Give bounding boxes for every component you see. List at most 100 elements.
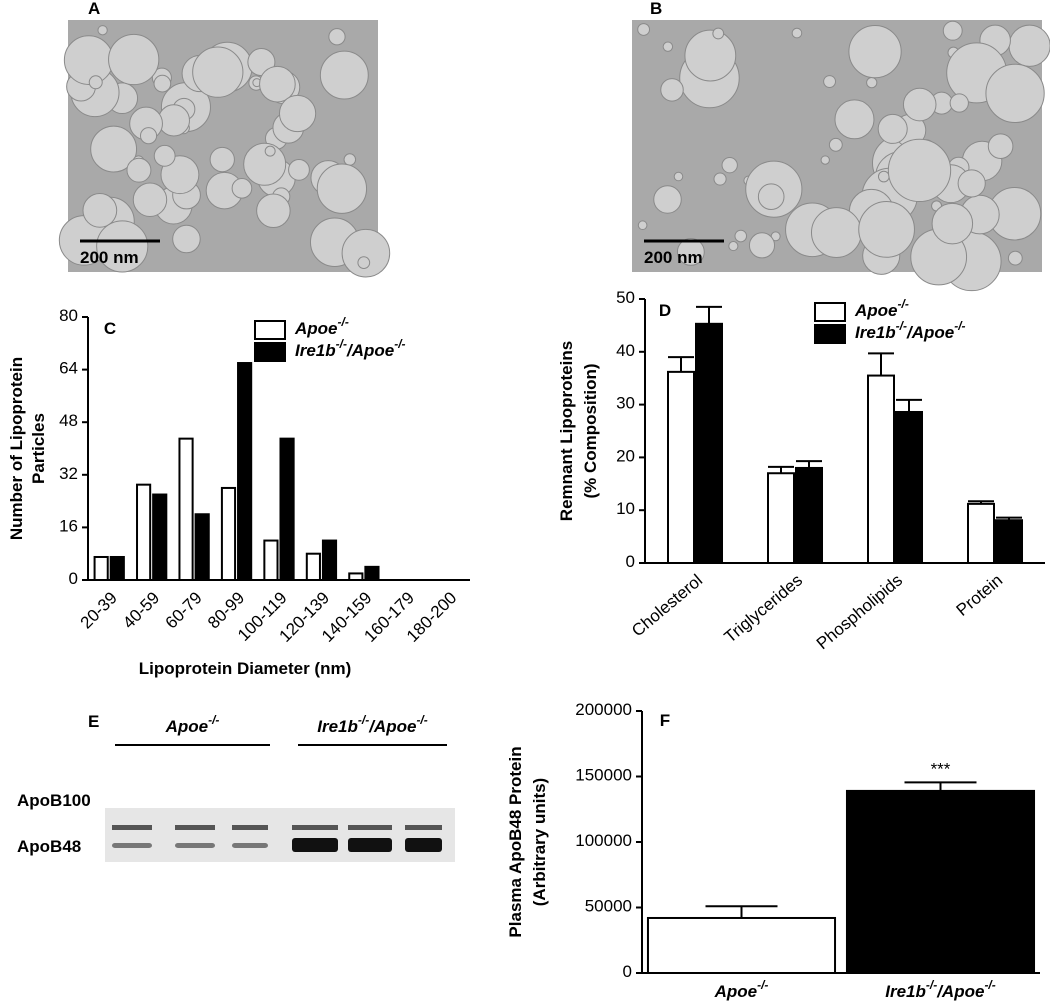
bar: [152, 493, 168, 581]
y-tick-label: 0: [626, 552, 635, 571]
particle: [942, 20, 963, 41]
particle: [828, 137, 843, 152]
y-tick-label: 16: [59, 517, 78, 536]
y-tick-label: 0: [623, 962, 632, 981]
y-tick-label: 10: [616, 500, 635, 519]
particle: [1008, 24, 1050, 67]
particle: [264, 145, 276, 157]
particle: [316, 163, 368, 214]
band: [232, 843, 268, 848]
particle: [748, 232, 776, 259]
bar: [867, 374, 895, 564]
bar: [237, 362, 253, 581]
legend-swatch: [814, 302, 846, 322]
particle: [676, 237, 705, 266]
bar: [364, 565, 380, 581]
particle: [673, 171, 684, 182]
scale-bar-label: 200 nm: [80, 248, 139, 267]
y-tick-label: 64: [59, 359, 78, 378]
legend-label: Apoe-/-​: [854, 297, 909, 320]
particle: [820, 155, 830, 165]
particle: [791, 27, 803, 39]
particle: [328, 28, 346, 46]
y-tick-label: 50: [616, 288, 635, 307]
band: [405, 838, 442, 852]
particle: [858, 201, 915, 258]
particle: [713, 172, 727, 186]
x-axis-label: Lipoprotein Diameter (nm): [139, 659, 352, 678]
bar: [109, 555, 125, 581]
particle: [653, 185, 682, 214]
bar: [646, 916, 837, 974]
bar: [263, 539, 279, 581]
y-tick-label: 40: [616, 341, 635, 360]
scale-bar-label: 200 nm: [644, 248, 703, 267]
y-axis-label: (% Composition): [581, 363, 600, 498]
particle: [126, 157, 152, 183]
y-axis-label: Number of Lipoprotein: [7, 357, 26, 540]
particle: [341, 228, 391, 278]
x-tick-label: Ire1b-/-​/Apoe-/-​: [885, 978, 996, 1001]
particle: [256, 193, 291, 229]
particle: [278, 94, 317, 133]
blot-image: [105, 808, 455, 862]
legend-label: Ire1b-/-​/Apoe-/-​: [295, 337, 406, 360]
particle: [231, 178, 253, 199]
band: [232, 825, 268, 830]
y-tick-label: 200000: [575, 700, 632, 719]
particle: [132, 182, 168, 217]
particle: [902, 87, 937, 122]
panel-label: D: [659, 301, 671, 320]
group-label: Apoe-/-​: [165, 713, 220, 736]
bar: [321, 539, 338, 581]
particle: [90, 125, 138, 173]
legend-label: Apoe-/-​: [294, 315, 349, 338]
particle: [82, 193, 118, 228]
particle: [834, 99, 875, 140]
particle: [637, 220, 648, 231]
band: [112, 843, 152, 848]
bar: [795, 466, 823, 564]
panel-label: F: [660, 711, 670, 730]
particle: [823, 75, 837, 88]
particle: [153, 144, 176, 167]
particle: [848, 25, 902, 79]
y-tick-label: 30: [616, 394, 635, 413]
bar: [178, 437, 194, 582]
particle: [172, 224, 201, 254]
particle: [887, 138, 952, 203]
particle: [877, 113, 908, 144]
legend-swatch: [814, 324, 846, 344]
x-tick-label: Apoe-/-​: [714, 978, 769, 1001]
panel-label: E: [88, 712, 99, 731]
bar: [93, 555, 109, 581]
particle: [96, 220, 149, 273]
particle: [259, 65, 296, 103]
particle: [88, 75, 103, 90]
particle: [949, 93, 969, 113]
band: [175, 843, 215, 848]
y-tick-label: 100000: [575, 831, 632, 850]
band: [112, 825, 152, 830]
particle: [987, 133, 1014, 160]
particle: [734, 229, 748, 243]
particle: [357, 256, 371, 269]
particle: [877, 170, 890, 183]
legend-label: Ire1b-/-​/Apoe-/-​: [855, 319, 966, 342]
particle: [319, 50, 369, 100]
y-axis-label: Remnant Lipoproteins: [557, 341, 576, 521]
panel-label: B: [650, 0, 662, 18]
particle: [660, 78, 684, 102]
particle: [721, 156, 738, 174]
bar: [348, 572, 364, 581]
x-tick-label: 20-39: [77, 589, 121, 633]
particle: [288, 158, 310, 181]
bar: [220, 486, 237, 582]
bar: [845, 789, 1036, 974]
bar: [695, 322, 723, 565]
particle: [985, 63, 1045, 124]
particle: [192, 46, 244, 98]
particle: [1007, 250, 1023, 266]
x-tick-label: Triglycerides: [721, 571, 807, 647]
band-label: ApoB100: [17, 791, 91, 810]
